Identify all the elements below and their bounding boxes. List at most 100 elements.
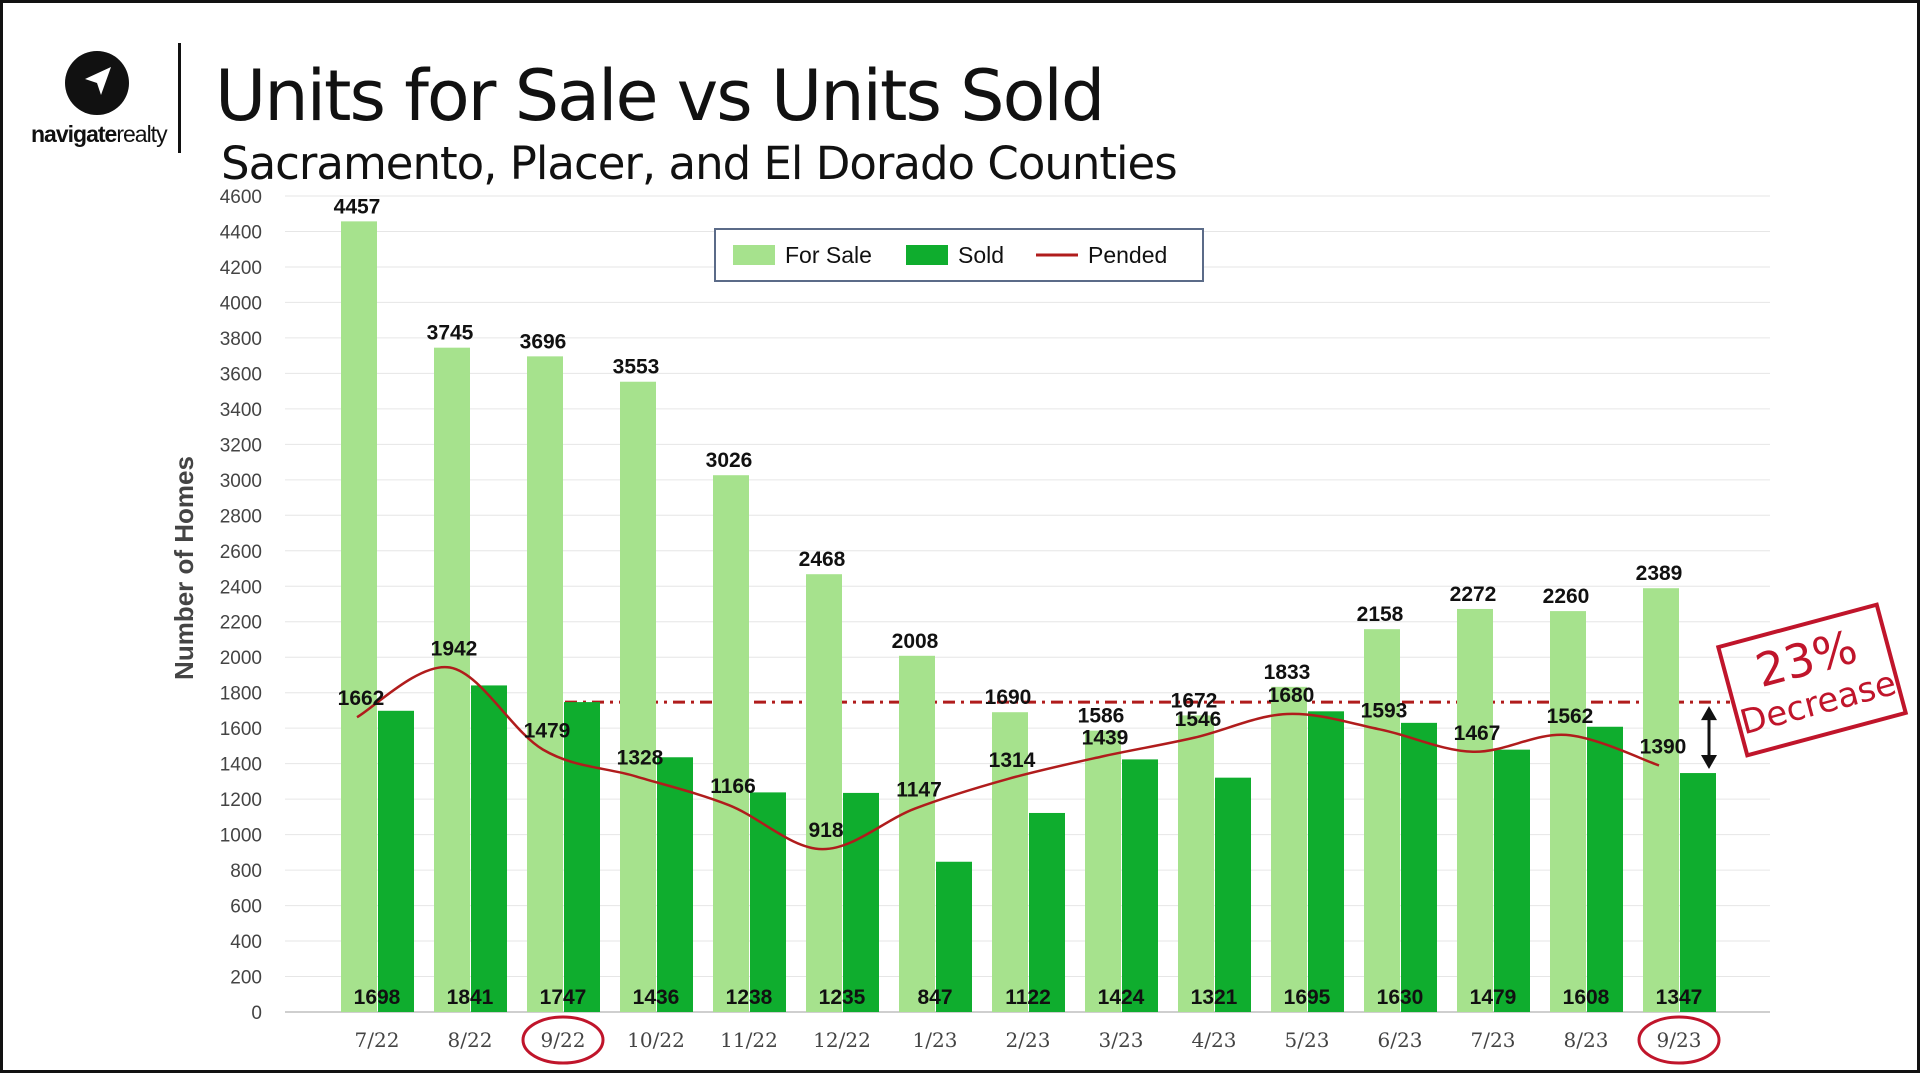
pended-value-label: 1390 [1640,735,1687,758]
for-sale-bar [341,221,377,1013]
y-tick-label: 2200 [220,613,262,634]
pended-value-label: 1662 [338,687,385,710]
page-title: Units for Sale vs Units Sold [215,55,1105,137]
for-sale-bar [899,655,935,1012]
legend-pended-label: Pended [1088,242,1167,268]
for-sale-value-label: 2468 [799,548,846,571]
for-sale-value-label: 1672 [1171,689,1218,712]
y-tick-label: 2000 [220,648,262,669]
y-tick-label: 3400 [220,400,262,421]
sold-value-label: 1436 [633,986,680,1009]
x-tick-label: 8/22 [448,1028,493,1052]
legend-box [714,228,1204,282]
sold-value-label: 1630 [1377,986,1424,1009]
page-subtitle: Sacramento, Placer, and El Dorado Counti… [221,137,1178,190]
x-tick-label: 11/22 [720,1028,778,1052]
legend-sold-label: Sold [958,242,1004,268]
legend-sold-swatch [906,245,948,265]
for-sale-bar [713,475,749,1012]
sold-bar [1029,812,1065,1012]
pended-value-label: 1593 [1361,699,1408,722]
pended-value-label: 1166 [710,775,756,798]
pended-value-label: 1562 [1547,705,1594,728]
sold-bar [1215,777,1251,1012]
y-tick-label: 2400 [220,577,262,598]
for-sale-bar [1085,730,1121,1012]
sold-value-label: 1747 [540,986,587,1009]
y-tick-label: 4600 [220,187,262,208]
for-sale-value-label: 3026 [706,449,753,472]
sold-value-label: 1698 [354,986,401,1009]
pended-value-label: 1147 [896,779,942,802]
for-sale-bar [1457,608,1493,1012]
y-tick-label: 4200 [220,258,262,279]
decrease-arrow-head-up [1701,706,1717,721]
y-tick-label: 3200 [220,435,262,456]
for-sale-value-label: 2158 [1357,603,1404,626]
sold-value-label: 1347 [1656,986,1703,1009]
x-tick-label: 10/22 [627,1028,685,1052]
for-sale-value-label: 4457 [334,195,381,218]
pended-value-label: 1479 [524,720,571,743]
for-sale-value-label: 1586 [1078,705,1125,728]
x-tick-label: 7/22 [355,1028,400,1052]
sold-bar [1308,711,1344,1012]
navigate-realty-logo: navigaterealty [31,49,171,159]
navigation-arrow-icon [65,51,129,115]
x-tick-label: 7/23 [1471,1028,1516,1052]
y-tick-label: 1400 [220,755,262,776]
logo-wordmark: navigaterealty [31,121,168,147]
for-sale-bar [434,347,470,1012]
sold-value-label: 1238 [726,986,773,1009]
for-sale-value-label: 2272 [1450,583,1497,606]
y-tick-label: 800 [230,861,262,882]
y-tick-label: 3600 [220,364,262,385]
sold-value-label: 1122 [1005,986,1051,1009]
y-tick-label: 600 [230,897,262,918]
y-tick-label: 4400 [220,222,262,243]
x-tick-label: 6/23 [1378,1028,1423,1052]
legend-for-sale-swatch [733,245,775,265]
pended-value-label: 918 [808,819,843,842]
y-tick-label: 1200 [220,790,262,811]
sold-bar [843,792,879,1012]
y-tick-label: 4000 [220,293,262,314]
y-tick-label: 400 [230,932,262,953]
x-tick-label: 5/23 [1285,1028,1330,1052]
legend-for-sale-label: For Sale [785,242,872,268]
x-tick-label: 2/23 [1006,1028,1051,1052]
x-tick-label: 9/23 [1657,1028,1702,1052]
for-sale-bar [806,574,842,1012]
y-tick-label: 0 [251,1003,262,1024]
sold-value-label: 1695 [1284,986,1331,1009]
x-tick-label: 12/22 [813,1028,871,1052]
x-tick-label: 1/23 [913,1028,958,1052]
for-sale-bar [1550,611,1586,1012]
y-tick-label: 200 [230,968,262,989]
for-sale-value-label: 1690 [985,686,1032,709]
for-sale-value-label: 3553 [613,356,660,379]
y-tick-label: 3800 [220,329,262,350]
pended-value-label: 1467 [1454,722,1501,745]
pended-value-label: 1942 [431,638,478,661]
header-divider [178,43,181,153]
sold-value-label: 1841 [447,986,494,1009]
pended-value-label: 1314 [989,749,1036,772]
pended-value-label: 1546 [1175,708,1222,731]
x-tick-label: 8/23 [1564,1028,1609,1052]
for-sale-value-label: 2389 [1636,562,1683,585]
for-sale-value-label: 1833 [1264,661,1311,684]
x-tick-label: 4/23 [1192,1028,1237,1052]
sold-bar [378,710,414,1012]
for-sale-bar [527,356,563,1013]
highlight-circle [521,1015,605,1065]
pended-value-label: 1328 [617,746,664,769]
sold-bar [1587,726,1623,1012]
y-axis-title: Number of Homes [169,456,199,680]
x-tick-label: 3/23 [1099,1028,1144,1052]
sold-bar [471,685,507,1012]
y-tick-label: 2800 [220,506,262,527]
for-sale-bar [1643,588,1679,1012]
pended-line [356,666,1660,851]
